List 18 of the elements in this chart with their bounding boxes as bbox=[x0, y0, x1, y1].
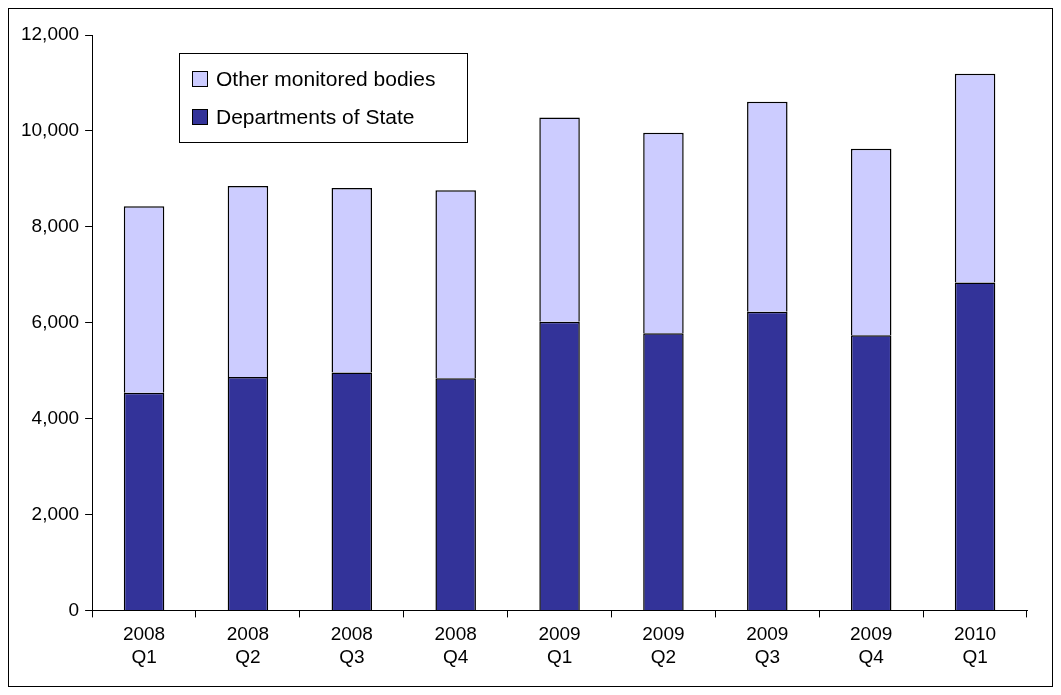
x-tick-label: 2009 Q4 bbox=[850, 623, 893, 667]
y-tick-label: 6,000 bbox=[31, 310, 80, 332]
x-tick-label: 2009 Q3 bbox=[746, 623, 789, 667]
x-tick-label: 2010 Q1 bbox=[953, 623, 997, 667]
x-tick-label: 2008 Q1 bbox=[122, 623, 166, 667]
y-tick-label: 4,000 bbox=[31, 406, 80, 428]
x-tick-label: 2008 Q2 bbox=[226, 623, 270, 667]
legend-label: Other monitored bodies bbox=[216, 67, 436, 91]
y-tick-label: 12,000 bbox=[20, 23, 80, 45]
y-tick-label: 0 bbox=[68, 598, 80, 620]
x-tick-label: 2008 Q4 bbox=[434, 623, 477, 667]
y-tick-label: 10,000 bbox=[20, 119, 80, 141]
y-tick-label: 2,000 bbox=[31, 502, 80, 524]
x-tick-label: 2009 Q2 bbox=[642, 623, 685, 667]
legend-label: Departments of State bbox=[216, 105, 415, 129]
x-tick-label: 2008 Q3 bbox=[330, 623, 373, 667]
x-tick-label: 2009 Q1 bbox=[538, 623, 581, 667]
y-tick-label: 8,000 bbox=[31, 215, 80, 237]
